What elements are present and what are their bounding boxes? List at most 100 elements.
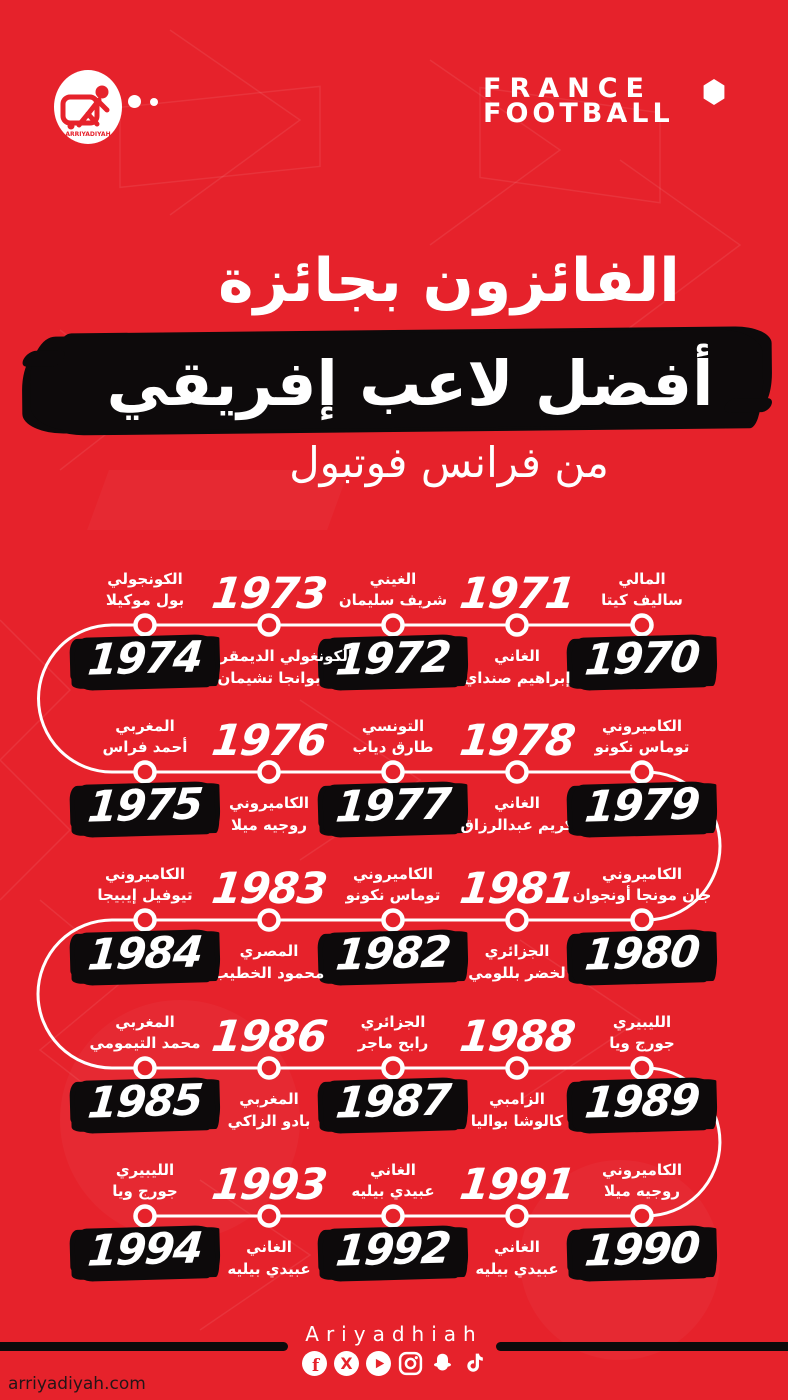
timeline-node-dot	[381, 1056, 405, 1080]
winner-player: لخضر بللومي	[468, 963, 566, 982]
winner-player: بوانجا تشيمان	[217, 668, 321, 687]
winner-player: توماس نكونو	[345, 886, 441, 905]
winner-name: الغاني كريم عبدالرزاق	[412, 793, 622, 837]
winner-nationality: الكاميروني	[601, 1160, 682, 1179]
winner-player: جان مونجا أونجوان	[572, 886, 712, 905]
winner-nationality: الكاميروني	[104, 864, 185, 883]
svg-text:f: f	[311, 1355, 320, 1375]
timeline-node-dot	[630, 760, 654, 784]
winner-name: المصري محمود الخطيب	[164, 941, 374, 985]
winner-nationality: الليبيري	[115, 1160, 175, 1179]
timeline-node-dot	[505, 1204, 529, 1228]
winner-player: عبيدي بيليه	[351, 1182, 435, 1201]
timeline-node-dot	[257, 908, 281, 932]
winner-name: الليبيري جورج ويا	[537, 1012, 747, 1056]
winner-name: التونسي طارق دياب	[288, 716, 498, 760]
winner-name: الكاميروني روجيه ميلا	[164, 793, 374, 837]
year-label: 1974	[35, 632, 255, 692]
winner-name: المغربي محمد التيمومي	[40, 1012, 250, 1056]
winner-player: تيوفيل إيبيجا	[97, 886, 193, 905]
page-title-line2: أفضل لاعب إفريقي	[106, 347, 714, 420]
youtube-icon[interactable]	[365, 1351, 391, 1376]
winner-nationality: المصري	[239, 942, 299, 960]
winner-name: الكاميروني روجيه ميلا	[537, 1160, 747, 1204]
winner-nationality: الكاميروني	[601, 716, 682, 735]
year-brush-badge: 1979	[571, 779, 713, 839]
timeline-node-dot	[133, 1056, 157, 1080]
winner-player: جورج ويا	[609, 1034, 675, 1053]
winner-nationality: الليبيري	[612, 1012, 672, 1031]
winner-nationality: المغربي	[239, 1090, 299, 1108]
facebook-icon[interactable]: f	[301, 1351, 327, 1376]
year-brush-badge: 1984	[74, 927, 216, 987]
winner-nationality: الكونجولي	[107, 569, 183, 588]
winner-nationality: الغاني	[246, 1238, 292, 1256]
timeline-node-dot	[133, 908, 157, 932]
winner-name: الغاني عبيدي بيليه	[164, 1237, 374, 1281]
winner-player: عبيدي بيليه	[475, 1259, 559, 1278]
winner-nationality: الغاني	[494, 647, 540, 665]
winner-player: إبراهيم صنداي	[463, 668, 571, 687]
winner-nationality: الكاميروني	[228, 794, 309, 812]
winner-nationality: التونسي	[361, 716, 425, 735]
timeline-node-dot	[381, 613, 405, 637]
timeline-node-dot	[630, 908, 654, 932]
winner-player: أحمد فراس	[102, 738, 188, 757]
timeline-node-dot	[505, 1056, 529, 1080]
tiktok-icon[interactable]	[462, 1351, 487, 1376]
year-value: 1984	[85, 927, 205, 981]
france-football-wordmark: FRANCE FOOTBALL	[483, 73, 674, 127]
winner-player: كريم عبدالرزاق	[460, 815, 574, 834]
winner-player: روجيه ميلا	[603, 1182, 680, 1201]
winner-player: شريف سليمان	[338, 591, 448, 610]
timeline-node-dot	[381, 1204, 405, 1228]
footer-divider-right	[496, 1342, 788, 1351]
winner-player: ساليف كيتا	[601, 591, 683, 610]
page-title-line3: من فرانس فوتبول	[289, 438, 609, 487]
timeline-node-dot	[505, 908, 529, 932]
timeline-node-dot	[505, 760, 529, 784]
timeline-node-dot	[257, 613, 281, 637]
winner-name: الغيني شريف سليمان	[288, 569, 498, 613]
winner-player: جورج ويا	[112, 1182, 178, 1201]
winner-name: الكاميروني توماس نكونو	[288, 864, 498, 908]
winner-player: بادو الزاكي	[227, 1111, 311, 1130]
timeline-node-dot	[381, 760, 405, 784]
logo-dot-icon	[128, 95, 141, 108]
year-label: 1979	[532, 779, 752, 839]
winner-nationality: المغربي	[115, 716, 175, 735]
x-icon[interactable]: X	[333, 1351, 359, 1376]
social-icons-row: f X	[0, 1351, 788, 1376]
timeline-node-dot	[630, 1204, 654, 1228]
winner-nationality: الجزائري	[360, 1012, 426, 1031]
footer-brand-name: Ariyadhiah	[305, 1322, 483, 1346]
hexagon-icon	[703, 79, 725, 105]
timeline-node-dot	[133, 1204, 157, 1228]
winner-name: الجزائري لخضر بللومي	[412, 941, 622, 985]
instagram-icon[interactable]	[398, 1351, 423, 1376]
winner-name: الليبيري جورج ويا	[40, 1160, 250, 1204]
winner-nationality: الغاني	[494, 794, 540, 812]
timeline-node-dot	[630, 613, 654, 637]
year-value: 1979	[582, 779, 702, 833]
winner-name: الغاني إبراهيم صنداي	[412, 646, 622, 690]
timeline-node-dot	[133, 760, 157, 784]
year-brush-badge: 1994	[74, 1223, 216, 1283]
winner-player: كالوشا بواليا	[470, 1111, 564, 1130]
logo-text: ARRIYADIYAH	[65, 131, 110, 138]
winner-nationality: الجزائري	[484, 942, 550, 960]
timeline-node-dot	[630, 1056, 654, 1080]
snapchat-icon[interactable]	[430, 1351, 455, 1376]
brand-line1: FRANCE	[483, 73, 652, 104]
timeline-node-dot	[257, 760, 281, 784]
winner-name: الكونجولي بول موكيلا	[40, 569, 250, 613]
timeline-node-dot	[257, 1204, 281, 1228]
winner-name: الجزائري رابح ماجر	[288, 1012, 498, 1056]
winner-player: محمود الخطيب	[213, 963, 325, 982]
arriyadiyah-logo: ARRIYADIYAH	[54, 70, 122, 144]
winner-name: المالي ساليف كيتا	[537, 569, 747, 613]
winner-nationality: الكاميروني	[352, 864, 433, 883]
winner-name: الغاني عبيدي بيليه	[288, 1160, 498, 1204]
winner-nationality: الغاني	[370, 1160, 416, 1179]
svg-text:X: X	[340, 1355, 352, 1373]
